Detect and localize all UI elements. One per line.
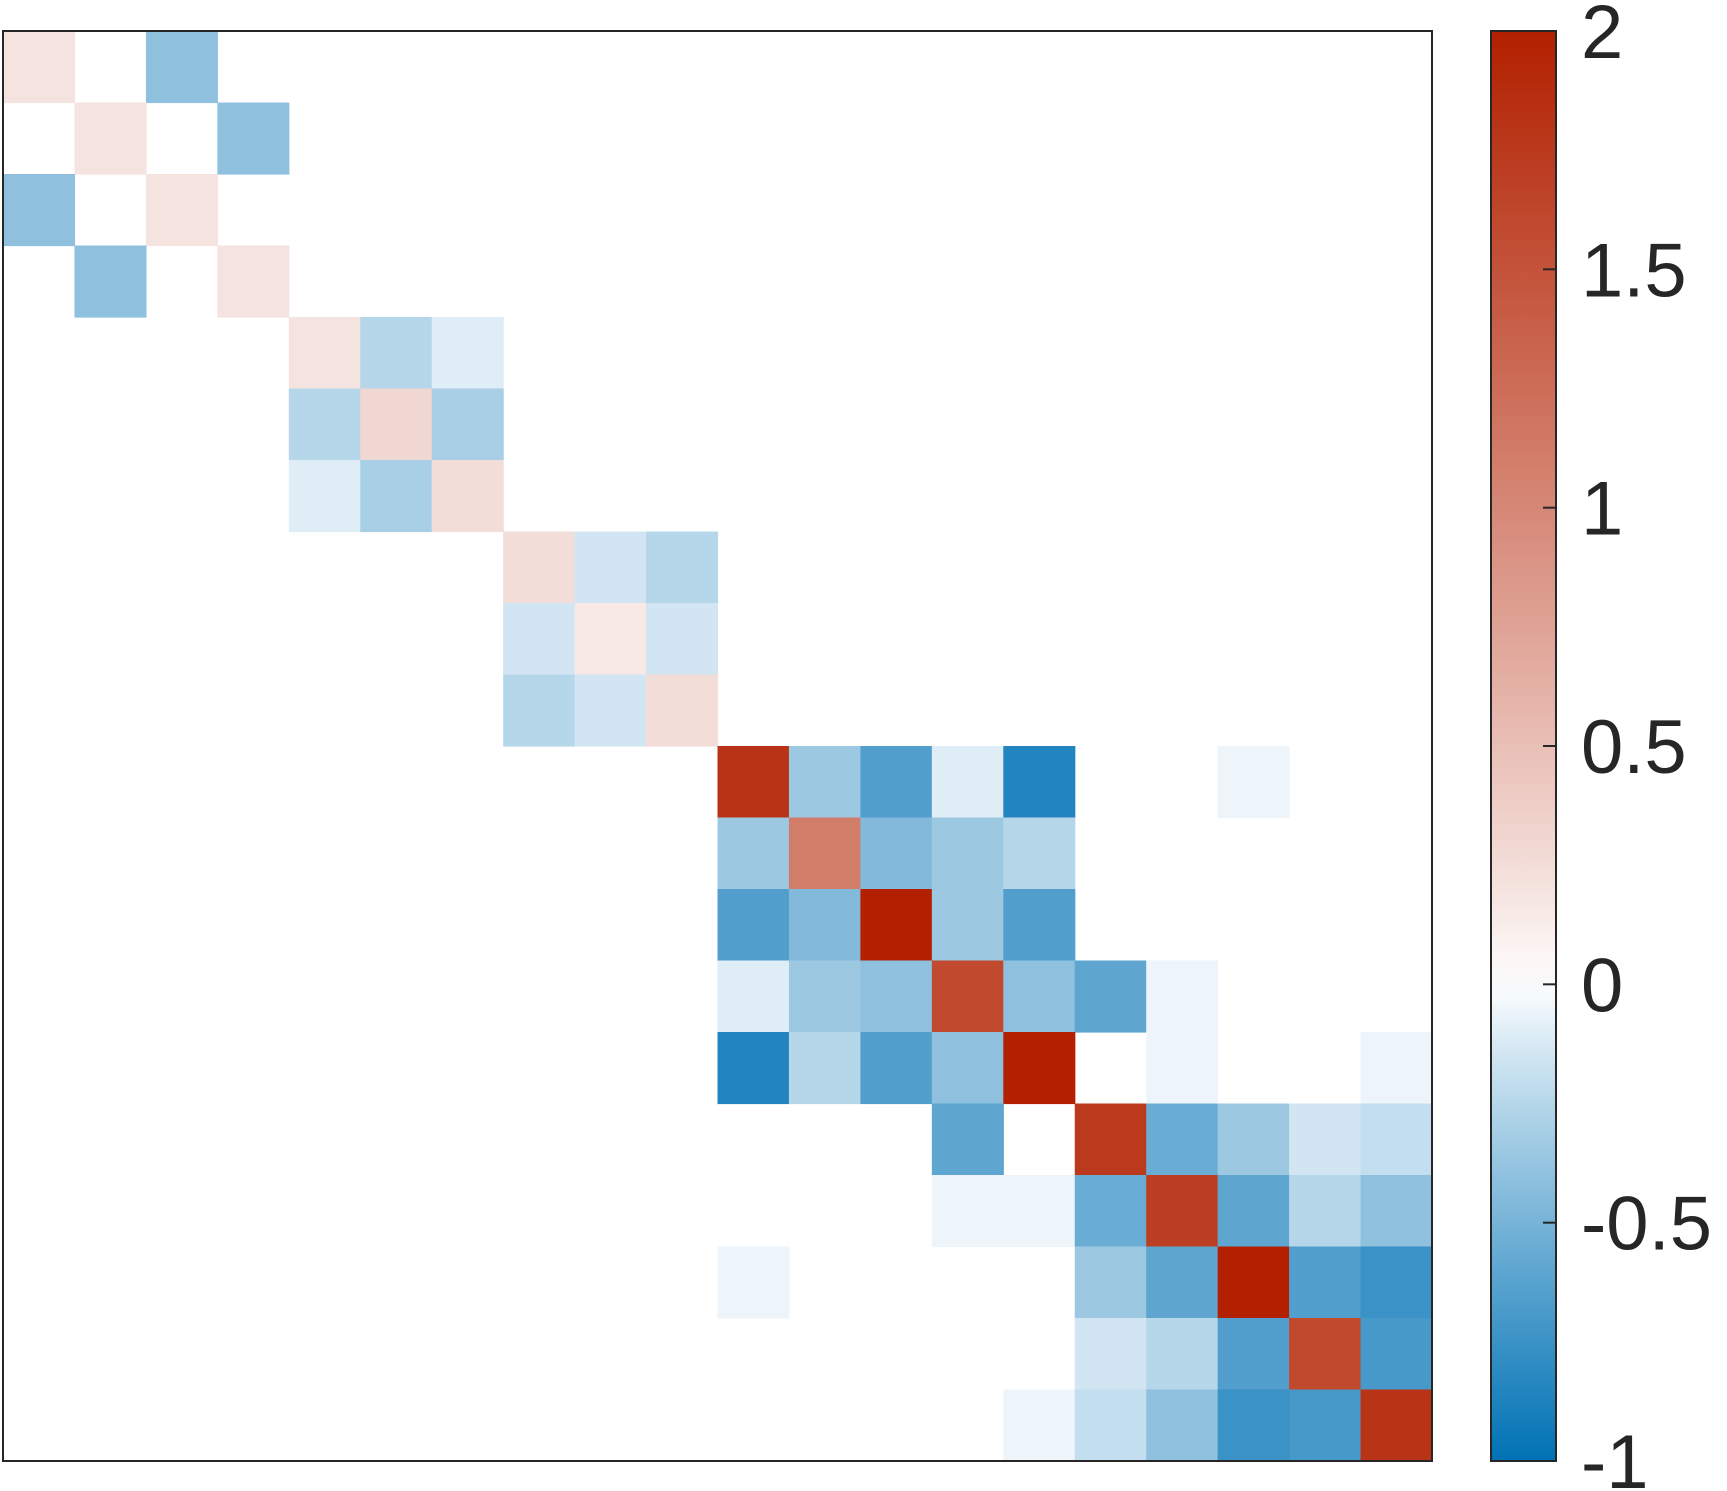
heatmap-cell <box>1003 1032 1076 1105</box>
heatmap-cell <box>788 746 861 819</box>
heatmap-cell <box>1074 1175 1147 1248</box>
heatmap-cell <box>860 746 933 819</box>
heatmap-cell <box>1003 1175 1076 1248</box>
heatmap-cell <box>1360 1389 1433 1462</box>
colorbar-tick-label: 1.5 <box>1581 228 1687 313</box>
heatmap-cell <box>217 102 290 175</box>
colorbar-tick-label: 0.5 <box>1581 705 1687 790</box>
heatmap-cell <box>1360 1175 1433 1248</box>
heatmap-cell <box>574 531 647 604</box>
heatmap-cell <box>1217 1175 1290 1248</box>
heatmap-cell <box>1217 1103 1290 1176</box>
colorbar-tick-label: 2 <box>1581 0 1623 75</box>
heatmap-cell <box>1289 1103 1362 1176</box>
plot-frame <box>2 30 1433 1462</box>
heatmap-cell <box>717 1246 790 1319</box>
colorbar-ticks: 2 1.5 1 0.5 0 -0.5 -1 <box>1543 0 1712 1491</box>
colorbar-tick-label: -0.5 <box>1581 1182 1712 1267</box>
heatmap-cell <box>1003 960 1076 1033</box>
heatmap-cell <box>74 102 147 175</box>
heatmap-cell <box>1360 1318 1433 1391</box>
heatmap-cell <box>1003 746 1076 819</box>
heatmap-cell <box>646 603 719 676</box>
heatmap-cell <box>1360 1032 1433 1105</box>
heatmap-cell <box>288 388 361 461</box>
heatmap-cell <box>717 746 790 819</box>
heatmap-cells <box>3 31 1433 1462</box>
heatmap-cell <box>74 245 147 318</box>
heatmap-cell <box>717 960 790 1033</box>
heatmap-cell <box>1360 1246 1433 1319</box>
heatmap-cell <box>1146 1103 1219 1176</box>
heatmap-cell <box>503 674 576 747</box>
heatmap-cell <box>431 460 504 533</box>
heatmap-cell <box>931 746 1004 819</box>
heatmap-cell <box>1074 1103 1147 1176</box>
heatmap-cell <box>574 674 647 747</box>
heatmap-cell <box>646 674 719 747</box>
heatmap-cell <box>717 889 790 962</box>
heatmap-cell <box>503 603 576 676</box>
heatmap-cell <box>360 317 433 390</box>
heatmap-cell <box>860 960 933 1033</box>
heatmap-cell <box>1217 1246 1290 1319</box>
heatmap-cell <box>1289 1175 1362 1248</box>
heatmap-cell <box>788 817 861 890</box>
colorbar-tick-label: -1 <box>1581 1420 1649 1491</box>
heatmap-cell <box>3 174 76 247</box>
heatmap-cell <box>1146 1032 1219 1105</box>
heatmap-cell <box>931 1103 1004 1176</box>
heatmap-cell <box>1003 1389 1076 1462</box>
heatmap-cell <box>1074 1389 1147 1462</box>
heatmap-cell <box>431 388 504 461</box>
heatmap-cell <box>931 817 1004 890</box>
heatmap-cell <box>788 889 861 962</box>
heatmap-cell <box>1217 1318 1290 1391</box>
heatmap-cell <box>1146 1318 1219 1391</box>
heatmap-cell <box>360 460 433 533</box>
heatmap-cell <box>145 31 218 104</box>
heatmap-cell <box>646 531 719 604</box>
heatmap-cell <box>788 1032 861 1105</box>
heatmap-cell <box>1289 1318 1362 1391</box>
heatmap-cell <box>931 889 1004 962</box>
heatmap-cell <box>1217 746 1290 819</box>
heatmap-cell <box>503 531 576 604</box>
heatmap-cell <box>931 1175 1004 1248</box>
heatmap-cell <box>1217 1389 1290 1462</box>
heatmap-cell <box>717 817 790 890</box>
heatmap-cell <box>717 1032 790 1105</box>
heatmap-cell <box>860 1032 933 1105</box>
heatmap-cell <box>217 245 290 318</box>
heatmap-cell <box>1146 1246 1219 1319</box>
colorbar-tick-label: 0 <box>1581 943 1623 1028</box>
heatmap-cell <box>1074 960 1147 1033</box>
heatmap-cell <box>1289 1246 1362 1319</box>
heatmap-cell <box>1289 1389 1362 1462</box>
heatmap-cell <box>288 460 361 533</box>
heatmap-cell <box>931 960 1004 1033</box>
heatmap-cell <box>288 317 361 390</box>
heatmap-cell <box>1146 1389 1219 1462</box>
heatmap-cell <box>431 317 504 390</box>
heatmap-cell <box>3 31 76 104</box>
heatmap-cell <box>1360 1103 1433 1176</box>
heatmap-cell <box>574 603 647 676</box>
heatmap-cell <box>145 174 218 247</box>
heatmap-cell <box>1003 817 1076 890</box>
heatmap-cell <box>860 817 933 890</box>
heatmap-cell <box>788 960 861 1033</box>
heatmap-cell <box>931 1032 1004 1105</box>
heatmap-cell <box>1074 1246 1147 1319</box>
heatmap-cell <box>360 388 433 461</box>
heatmap-cell <box>1146 960 1219 1033</box>
colorbar-tick-label: 1 <box>1581 467 1623 552</box>
heatmap-cell <box>860 889 933 962</box>
heatmap-cell <box>1003 889 1076 962</box>
heatmap-cell <box>1146 1175 1219 1248</box>
heatmap-cell <box>1074 1318 1147 1391</box>
